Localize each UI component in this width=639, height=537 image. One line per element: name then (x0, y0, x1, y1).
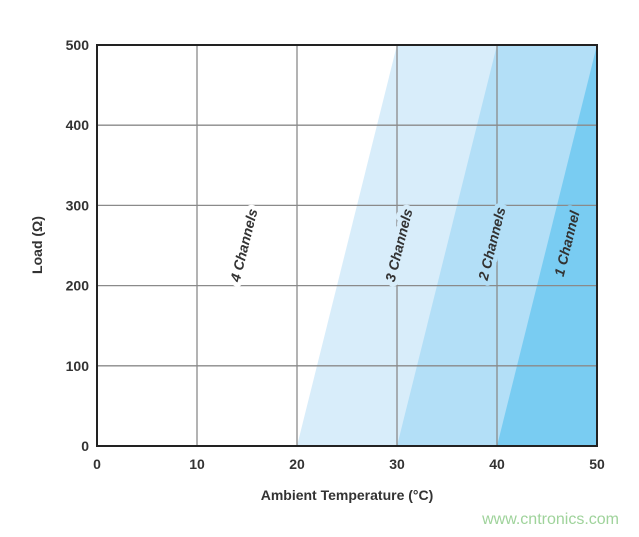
x-tick-label: 0 (93, 456, 101, 472)
y-tick-label: 300 (66, 197, 90, 213)
x-tick-label: 40 (489, 456, 505, 472)
watermark: www.cntronics.com (482, 511, 619, 528)
x-tick-label: 50 (589, 456, 605, 472)
region-4 (497, 45, 597, 446)
y-tick-label: 400 (66, 117, 90, 133)
y-axis-label: Load (Ω) (29, 216, 45, 274)
x-tick-label: 30 (389, 456, 405, 472)
y-tick-labels: 0 100 200 300 400 500 (66, 37, 90, 454)
regions (97, 45, 597, 446)
plot-frame (96, 44, 598, 447)
x-tick-label: 10 (189, 456, 205, 472)
y-tick-label: 0 (81, 438, 89, 454)
y-tick-label: 200 (66, 278, 90, 294)
y-tick-label: 500 (66, 37, 90, 53)
y-tick-label: 100 (66, 358, 90, 374)
x-tick-label: 20 (289, 456, 305, 472)
x-axis-label: Ambient Temperature (°C) (261, 487, 434, 503)
grid (97, 45, 597, 446)
x-tick-labels: 0 10 20 30 40 50 (93, 456, 605, 472)
